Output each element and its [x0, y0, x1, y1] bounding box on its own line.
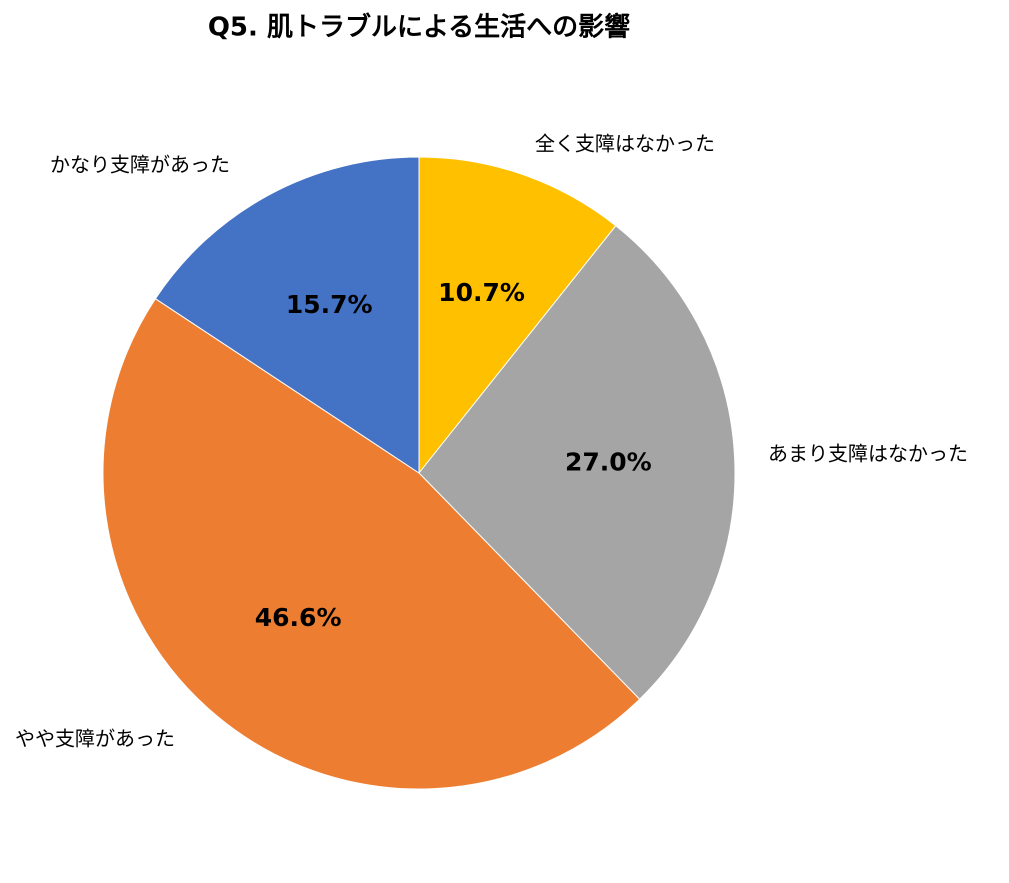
data-label: 15.7% — [286, 290, 373, 319]
data-label: 27.0% — [565, 447, 652, 476]
pie-slice — [418, 156, 617, 475]
pie-slice — [102, 297, 641, 790]
category-label: かなり支障があった — [50, 153, 230, 177]
data-label: 10.7% — [438, 278, 525, 307]
data-label: 46.6% — [255, 603, 342, 632]
pie-slice — [418, 225, 736, 700]
category-label: あまり支障はなかった — [768, 442, 968, 466]
chart-title: Q5. 肌トラブルによる生活への影響 — [208, 12, 630, 43]
category-label: 全く支障はなかった — [535, 132, 715, 156]
category-label: やや支障があった — [15, 727, 175, 751]
pie-slice — [154, 156, 420, 474]
